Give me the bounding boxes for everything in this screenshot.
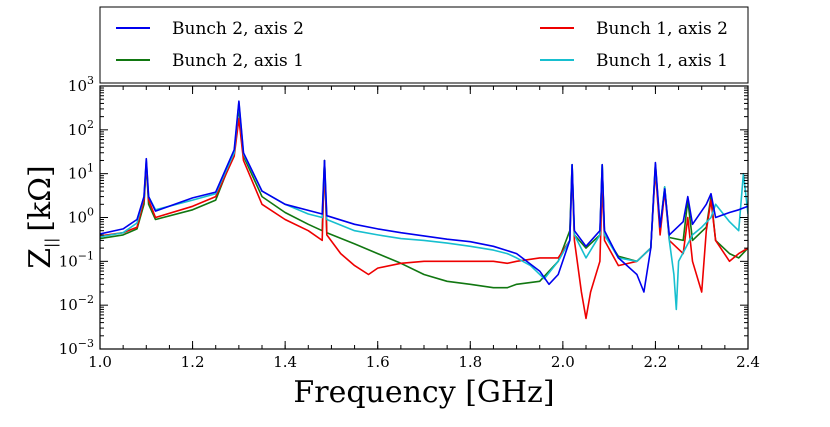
legend-label-bunch-2-axis-2: Bunch 2, axis 2: [172, 19, 304, 39]
y-tick-label: 102: [68, 118, 94, 139]
x-axis-title: Frequency [GHz]: [293, 375, 554, 410]
y-axis-title-unit: [kΩ]: [23, 165, 58, 231]
plot-frame: [99, 85, 749, 350]
series-line-bunch-1-axis-1: [100, 101, 748, 311]
svg-text:Z||[kΩ]: Z|| [kΩ]: [23, 165, 60, 268]
x-tick-label: 2.0: [551, 353, 575, 371]
x-tick-label: 2.4: [736, 353, 760, 371]
series-layer: [100, 100, 748, 320]
series-line-bunch-2-axis-2: [100, 100, 748, 293]
y-axis-title-symbol: Z: [23, 248, 58, 269]
x-tick-label: 1.6: [366, 353, 390, 371]
x-tick-label: 1.4: [273, 353, 297, 371]
legend-frame: [99, 6, 749, 84]
legend-label-bunch-1-axis-2: Bunch 1, axis 2: [596, 19, 728, 39]
x-tick-label: 1.0: [88, 353, 112, 371]
y-tick-label: 103: [68, 74, 94, 95]
legend: Bunch 2, axis 2 Bunch 2, axis 1 Bunch 1,…: [99, 6, 749, 84]
y-tick-label: 10−1: [59, 249, 94, 270]
y-tick-label: 10−2: [59, 293, 94, 314]
legend-label-bunch-1-axis-1: Bunch 1, axis 1: [596, 51, 728, 71]
y-axis-title-subscript: ||: [42, 238, 60, 248]
legend-label-bunch-2-axis-1: Bunch 2, axis 1: [172, 51, 304, 71]
y-axis-title: Z|| [kΩ]: [23, 165, 60, 268]
y-tick-label: 10−3: [59, 337, 94, 358]
ticks-layer: 1.0 1.2 1.4 1.6 1.8 2.0 2.2 2.4 10−3 10−2 10−1 100 1…: [59, 74, 760, 371]
x-tick-label: 2.2: [643, 353, 667, 371]
y-tick-label: 100: [68, 206, 94, 227]
x-tick-label: 1.8: [458, 353, 482, 371]
series-line-bunch-1-axis-2: [100, 117, 748, 320]
y-tick-label: 101: [68, 162, 94, 183]
x-tick-label: 1.2: [181, 353, 205, 371]
